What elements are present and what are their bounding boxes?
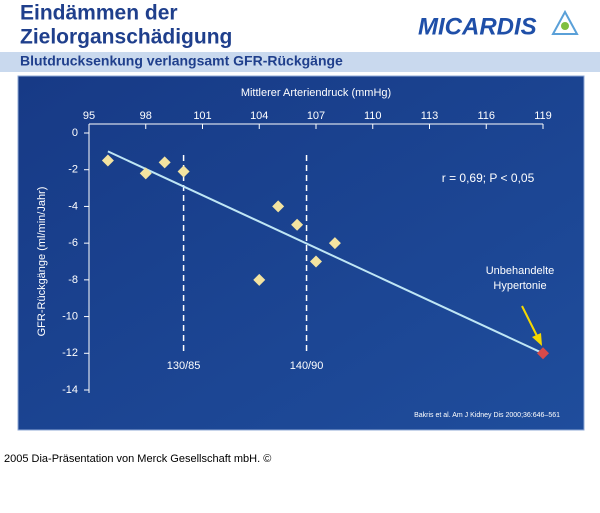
subtitle-bar: [0, 52, 600, 72]
x-tick-label: 101: [193, 110, 211, 122]
logo-icon: [551, 9, 579, 35]
x-tick-label: 116: [477, 110, 495, 122]
data-point: [253, 273, 266, 286]
y-tick-label: -10: [62, 310, 78, 322]
y-tick-label: -8: [68, 274, 78, 286]
y-tick-label: -6: [68, 237, 78, 249]
subtitle: Blutdrucksenkung verlangsamt GFR-Rückgän…: [20, 53, 343, 69]
x-axis-label: Mittlerer Arteriendruck (mmHg): [241, 87, 391, 99]
data-point: [272, 200, 285, 213]
annotation: Unbehandelte: [486, 265, 555, 277]
annotation: Hypertonie: [493, 280, 546, 292]
x-tick-label: 119: [534, 110, 552, 122]
data-point: [291, 218, 304, 231]
data-point: [328, 237, 341, 250]
reference-label: 140/90: [290, 360, 324, 372]
y-tick-label: -2: [68, 164, 78, 176]
logo: MICARDIS: [418, 13, 537, 40]
logo-icon: [561, 22, 569, 30]
footer: 2005 Dia-Präsentation von Merck Gesellsc…: [4, 453, 271, 465]
data-point: [310, 255, 322, 268]
data-point: [177, 165, 190, 178]
x-tick-label: 104: [250, 110, 268, 122]
arrow: [521, 305, 539, 339]
data-point: [139, 167, 152, 180]
x-tick-label: 95: [83, 110, 95, 122]
chart-panel: [17, 75, 585, 431]
trend-line: [107, 150, 544, 355]
y-tick-label: -14: [62, 384, 78, 396]
x-tick-label: 107: [307, 110, 325, 122]
data-point: [101, 154, 114, 167]
data-point: [537, 347, 549, 360]
y-tick-label: -12: [62, 347, 78, 359]
x-tick-label: 113: [421, 110, 439, 122]
plot: Mittlerer Arteriendruck (mmHg) GFR-Rückgä…: [36, 87, 560, 419]
arrow-head: [532, 333, 542, 346]
x-tick-label: 98: [140, 110, 152, 122]
source: Bakris et al. Am J Kidney Dis 2000;36:64…: [414, 412, 560, 419]
title-line: Zielorganschädigung: [20, 26, 232, 49]
title-line: Eindämmen der: [20, 2, 178, 25]
y-axis-label: GFR-Rückgänge (ml/min/Jahr): [36, 187, 48, 337]
annotation: r = 0,69; P < 0,05: [442, 171, 535, 185]
y-tick-label: 0: [72, 127, 78, 139]
y-tick-label: -4: [68, 200, 78, 212]
data-point: [158, 156, 171, 169]
reference-label: 130/85: [167, 360, 201, 372]
x-tick-label: 110: [364, 110, 382, 122]
